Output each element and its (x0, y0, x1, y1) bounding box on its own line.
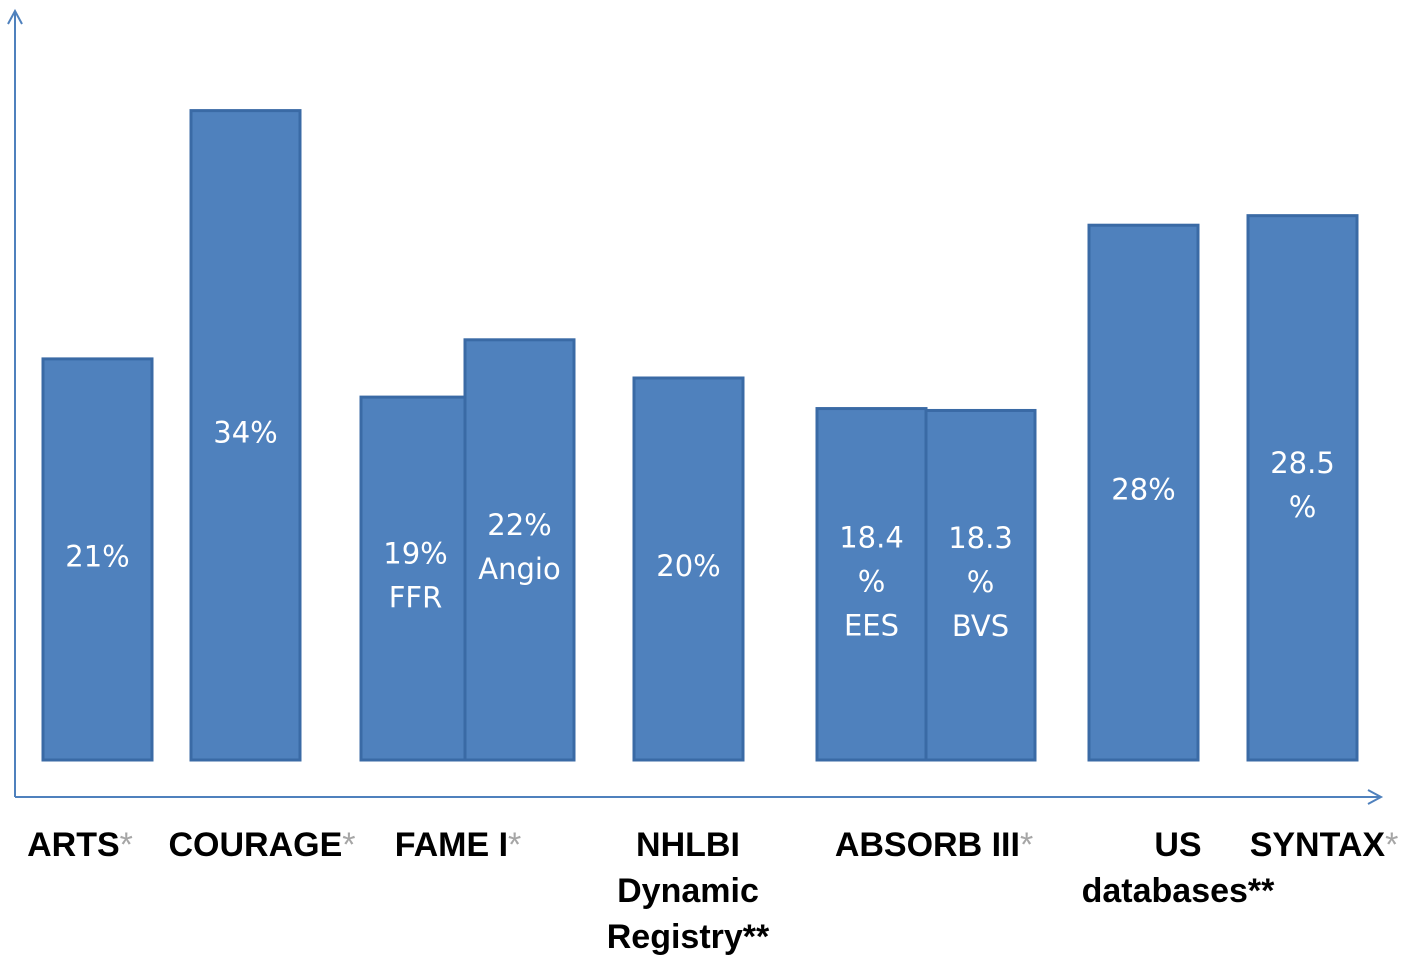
category-label-nhlbi-dynamic-registry: NHLBI Dynamic Registry** (607, 826, 770, 956)
bar-value-label: 28.5% (1270, 446, 1335, 524)
bar-us-databases (1087, 223, 1200, 762)
y-axis-arrow (7, 8, 23, 25)
category-label-fame-i: FAME I* (395, 826, 522, 864)
bar-value-label: 22% Angio (478, 508, 560, 586)
bar-arts (41, 357, 154, 762)
bar-absorb-iii-2 (924, 408, 1037, 762)
bar-value-label: 18.4% EES (839, 520, 904, 642)
x-axis-arrow (1367, 789, 1384, 805)
bar-courage (189, 109, 302, 762)
bar-fame-i-2 (463, 338, 576, 762)
category-label-us-databases: US databases** (1082, 826, 1276, 910)
axes (7, 8, 1384, 805)
bar-value-label: 18.3% BVS (948, 521, 1013, 643)
category-label-syntax: SYNTAX* (1250, 826, 1399, 864)
category-label-courage: COURAGE* (168, 826, 355, 864)
category-label-absorb-iii: ABSORB III* (835, 826, 1033, 864)
bar-syntax (1246, 214, 1359, 762)
bar-absorb-iii-1 (815, 407, 928, 762)
bar-value-label: 28% (1111, 473, 1175, 507)
bar-value-label: 20% (656, 549, 720, 583)
bar-value-label: 34% (213, 415, 277, 449)
category-labels: ARTS* COURAGE* FAME I* NHLBI Dynamic Registry… (27, 826, 1398, 956)
bar-nhlbi-dynamic-registry (632, 376, 745, 762)
bars (41, 109, 1359, 762)
bar-value-label: 21% (65, 539, 129, 573)
bar-value-label: 19% FFR (383, 537, 447, 615)
category-label-arts: ARTS* (27, 826, 133, 864)
bar-labels: 21% 34% 19% FFR 22% Angio 20% 18.4% EES 18.3% BVS 2… (65, 415, 1335, 643)
bar-fame-i-1 (359, 395, 472, 762)
